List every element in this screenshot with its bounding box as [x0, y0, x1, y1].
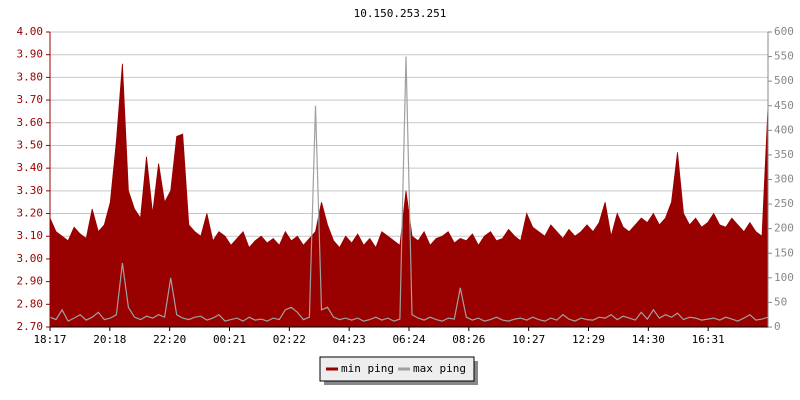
chart-title: 10.150.253.251	[354, 7, 447, 20]
y-tick-label: 3.80	[17, 70, 44, 83]
legend-label: min ping	[341, 362, 394, 375]
x-tick-label: 08:26	[452, 333, 485, 346]
legend-box	[319, 356, 475, 382]
y-tick-label: 3.50	[17, 138, 44, 151]
y-tick-label: 4.00	[17, 25, 44, 38]
y2-tick-label: 450	[774, 99, 794, 112]
y-tick-label: 3.20	[17, 207, 44, 220]
x-tick-label: 00:21	[213, 333, 246, 346]
x-tick-label: 16:31	[692, 333, 725, 346]
y2-tick-label: 600	[774, 25, 794, 38]
x-tick-label: 06:24	[392, 333, 425, 346]
x-tick-label: 14:30	[632, 333, 665, 346]
y2-tick-label: 200	[774, 222, 794, 235]
x-tick-label: 18:17	[33, 333, 66, 346]
legend-label: max ping	[413, 362, 466, 375]
y-tick-label: 3.10	[17, 229, 44, 242]
y-tick-label: 3.30	[17, 184, 44, 197]
x-tick-label: 04:23	[333, 333, 366, 346]
series-area	[49, 63, 769, 328]
y2-tick-label: 100	[774, 271, 794, 284]
x-tick-label: 02:22	[273, 333, 306, 346]
x-tick-label: 20:18	[93, 333, 126, 346]
series-line	[49, 56, 769, 322]
y-tick-label: 3.40	[17, 161, 44, 174]
legend: min ping max ping	[319, 356, 478, 385]
x-tick-label: 12:29	[572, 333, 605, 346]
y2-tick-label: 500	[774, 74, 794, 87]
y-tick-label: 3.60	[17, 116, 44, 129]
y2-tick-label: 300	[774, 173, 794, 186]
y2-tick-label: 0	[774, 320, 781, 333]
x-tick-label: 10:27	[512, 333, 545, 346]
y2-tick-label: 400	[774, 123, 794, 136]
y-tick-label: 2.70	[17, 320, 44, 333]
y-tick-label: 2.80	[17, 297, 44, 310]
y-tick-label: 2.90	[17, 275, 44, 288]
y2-tick-label: 50	[774, 295, 787, 308]
y-tick-label: 3.70	[17, 93, 44, 106]
y2-tick-label: 350	[774, 148, 794, 161]
y-tick-label: 3.90	[17, 48, 44, 61]
y-tick-label: 3.00	[17, 252, 44, 265]
y2-tick-label: 250	[774, 197, 794, 210]
x-tick-label: 22:20	[153, 333, 186, 346]
y2-tick-label: 150	[774, 246, 794, 259]
y2-tick-label: 550	[774, 50, 794, 63]
